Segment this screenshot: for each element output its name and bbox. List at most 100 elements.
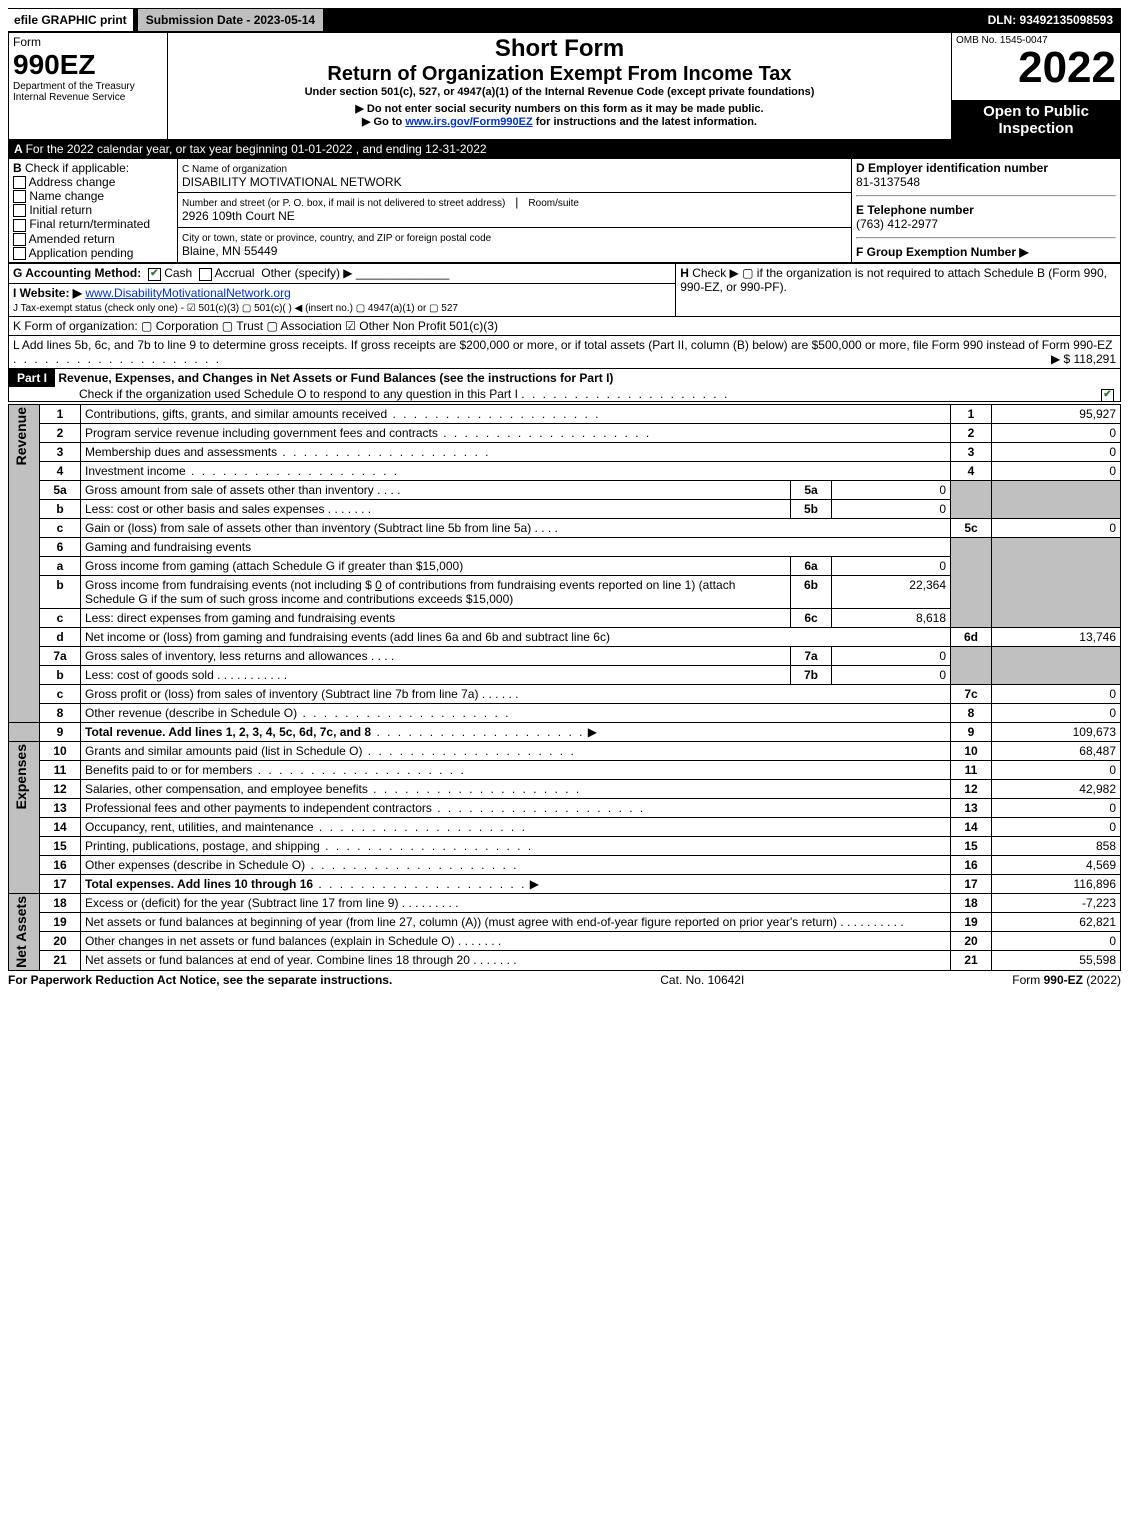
l15-col: 15 xyxy=(951,836,992,855)
l20-label: Other changes in net assets or fund bala… xyxy=(85,934,455,948)
l6d-val: 13,746 xyxy=(992,627,1121,646)
l7c-val: 0 xyxy=(992,684,1121,703)
bcdef-table: B Check if applicable: Address change Na… xyxy=(8,158,1121,264)
opt-pending: Application pending xyxy=(29,246,134,260)
note-goto: ▶ Go to www.irs.gov/Form990EZ for instru… xyxy=(172,115,947,128)
l19-val: 62,821 xyxy=(992,913,1121,932)
part-i-header: Part I Revenue, Expenses, and Changes in… xyxy=(8,369,1121,402)
line-k: K Form of organization: ▢ Corporation ▢ … xyxy=(8,317,1121,336)
check-amended[interactable] xyxy=(13,233,26,246)
l5a-sv: 0 xyxy=(832,480,951,499)
l14-col: 14 xyxy=(951,817,992,836)
line-a: A For the 2022 calendar year, or tax yea… xyxy=(8,140,1121,158)
l6d-col: 6d xyxy=(951,627,992,646)
top-bar: efile GRAPHIC print Submission Date - 20… xyxy=(8,8,1121,32)
footer-left: For Paperwork Reduction Act Notice, see … xyxy=(8,973,392,987)
lines-table: Revenue 1 Contributions, gifts, grants, … xyxy=(8,404,1121,971)
l15-label: Printing, publications, postage, and shi… xyxy=(85,839,320,853)
main-title: Return of Organization Exempt From Incom… xyxy=(172,63,947,86)
g-cash: Cash xyxy=(164,266,192,280)
l5b-label: Less: cost or other basis and sales expe… xyxy=(85,502,324,516)
c-city-label: City or town, state or province, country… xyxy=(182,233,491,244)
b-title: Check if applicable: xyxy=(25,161,129,175)
efile-label: efile GRAPHIC print xyxy=(8,9,133,31)
form-number: 990EZ xyxy=(13,49,163,81)
irs-link[interactable]: www.irs.gov/Form990EZ xyxy=(405,116,532,128)
ein-value: 81-3137548 xyxy=(856,175,920,189)
l1-val: 95,927 xyxy=(992,404,1121,423)
l3-val: 0 xyxy=(992,442,1121,461)
l1-col: 1 xyxy=(951,404,992,423)
l5b-sn: 5b xyxy=(791,499,832,518)
f-label: F Group Exemption Number ▶ xyxy=(856,245,1029,259)
l17-col: 17 xyxy=(964,877,977,891)
l6c-sn: 6c xyxy=(791,608,832,627)
street-value: 2926 109th Court NE xyxy=(182,209,295,223)
l6a-sn: 6a xyxy=(791,556,832,575)
l21-val: 55,598 xyxy=(992,951,1121,970)
check-address[interactable] xyxy=(13,176,26,189)
l10-label: Grants and similar amounts paid (list in… xyxy=(85,744,362,758)
check-schedule-o[interactable] xyxy=(1101,389,1114,402)
j-text: J Tax-exempt status (check only one) - ☑… xyxy=(13,303,458,314)
l12-col: 12 xyxy=(951,779,992,798)
line-l: L Add lines 5b, 6c, and 7b to line 9 to … xyxy=(8,336,1121,369)
part-i-scho: Check if the organization used Schedule … xyxy=(9,387,518,401)
l7b-sv: 0 xyxy=(832,665,951,684)
l-amount: ▶ $ 118,291 xyxy=(1051,352,1116,366)
l13-val: 0 xyxy=(992,798,1121,817)
check-initial[interactable] xyxy=(13,204,26,217)
l13-label: Professional fees and other payments to … xyxy=(85,801,432,815)
l5c-val: 0 xyxy=(992,518,1121,537)
l20-val: 0 xyxy=(992,932,1121,951)
l20-col: 20 xyxy=(951,932,992,951)
l21-label: Net assets or fund balances at end of ye… xyxy=(85,953,470,967)
dept-treasury: Department of the Treasury Internal Reve… xyxy=(13,81,163,103)
tax-year: 2022 xyxy=(956,46,1116,90)
short-form-title: Short Form xyxy=(172,35,947,63)
gh-table: G Accounting Method: Cash Accrual Other … xyxy=(8,263,1121,316)
i-label: I Website: ▶ xyxy=(13,286,82,300)
l9-label: Total revenue. Add lines 1, 2, 3, 4, 5c,… xyxy=(85,725,371,739)
l1-label: Contributions, gifts, grants, and simila… xyxy=(85,407,387,421)
l12-label: Salaries, other compensation, and employ… xyxy=(85,782,368,796)
l12-val: 42,982 xyxy=(992,779,1121,798)
l6a-label: Gross income from gaming (attach Schedul… xyxy=(85,559,463,573)
g-other: Other (specify) ▶ xyxy=(261,266,352,280)
l5a-label: Gross amount from sale of assets other t… xyxy=(85,483,374,497)
l16-label: Other expenses (describe in Schedule O) xyxy=(85,858,305,872)
website-link[interactable]: www.DisabilityMotivationalNetwork.org xyxy=(85,286,290,300)
check-final[interactable] xyxy=(13,219,26,232)
city-value: Blaine, MN 55449 xyxy=(182,244,277,258)
check-cash[interactable] xyxy=(148,268,161,281)
check-pending[interactable] xyxy=(13,247,26,260)
l6c-label: Less: direct expenses from gaming and fu… xyxy=(85,611,395,625)
l11-val: 0 xyxy=(992,760,1121,779)
l18-col: 18 xyxy=(951,893,992,912)
l7a-sn: 7a xyxy=(791,646,832,665)
l10-col: 10 xyxy=(951,741,992,760)
l5b-sv: 0 xyxy=(832,499,951,518)
org-name: DISABILITY MOTIVATIONAL NETWORK xyxy=(182,175,402,189)
section-expenses: Expenses xyxy=(13,744,29,809)
check-accrual[interactable] xyxy=(199,268,212,281)
l10-val: 68,487 xyxy=(992,741,1121,760)
c-name-label: C Name of organization xyxy=(182,164,287,175)
l9-val: 109,673 xyxy=(992,722,1121,741)
opt-name: Name change xyxy=(29,189,104,203)
c-street-label: Number and street (or P. O. box, if mail… xyxy=(182,198,505,209)
l5c-col: 5c xyxy=(951,518,992,537)
l7c-label: Gross profit or (loss) from sales of inv… xyxy=(85,687,478,701)
l7b-label: Less: cost of goods sold xyxy=(85,668,214,682)
l2-label: Program service revenue including govern… xyxy=(85,426,438,440)
section-netassets: Net Assets xyxy=(13,896,29,968)
check-name[interactable] xyxy=(13,190,26,203)
h-text: Check ▶ ▢ if the organization is not req… xyxy=(680,266,1107,294)
g-label: G Accounting Method: xyxy=(13,266,141,280)
l19-col: 19 xyxy=(951,913,992,932)
l17-label: Total expenses. Add lines 10 through 16 xyxy=(85,877,313,891)
g-accrual: Accrual xyxy=(215,266,255,280)
l15-val: 858 xyxy=(992,836,1121,855)
l6d-label: Net income or (loss) from gaming and fun… xyxy=(85,630,610,644)
part-i-title: Revenue, Expenses, and Changes in Net As… xyxy=(58,371,613,385)
